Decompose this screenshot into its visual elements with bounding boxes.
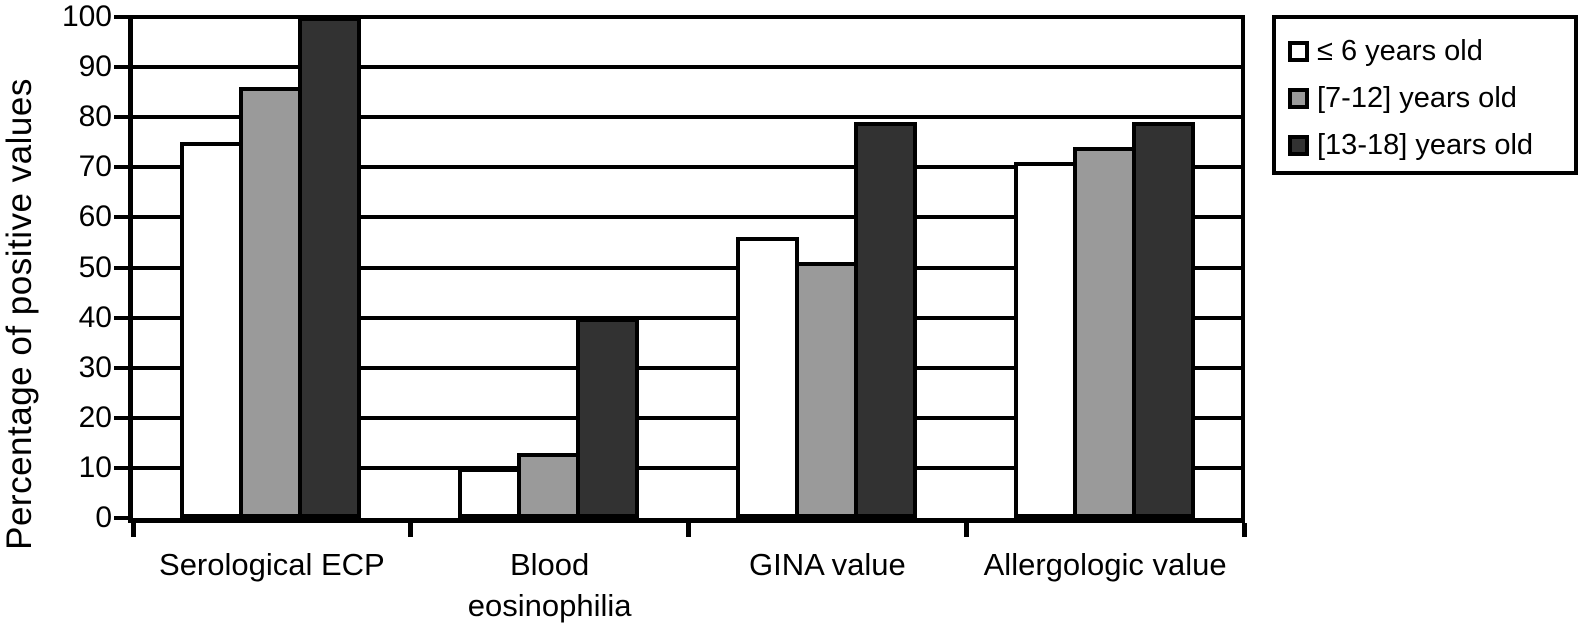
bar (180, 142, 244, 518)
legend-item: [7-12] years old (1288, 75, 1574, 122)
legend-item-label: [7-12] years old (1317, 82, 1517, 114)
bar (853, 122, 917, 518)
bar (517, 453, 581, 518)
x-axis-tick-1 (408, 523, 414, 537)
y-axis-tick-30 (114, 365, 128, 370)
x-axis-tick-4 (1241, 523, 1247, 537)
y-tick-label-0: 0 (95, 501, 112, 534)
y-axis-tick-10 (114, 465, 128, 470)
y-axis-tick-40 (114, 315, 128, 320)
y-axis-tick-0 (114, 516, 128, 520)
legend: ≤ 6 years old [7-12] years old [13-18] yea… (1272, 15, 1578, 175)
gridline-70 (133, 165, 1245, 170)
legend-item: [13-18] years old (1288, 122, 1574, 169)
legend-item-label: ≤ 6 years old (1317, 35, 1483, 67)
x-category-label: Blood eosinophilia (467, 547, 632, 623)
bar (1072, 147, 1136, 518)
y-tick-label-90: 90 (78, 50, 112, 84)
y-axis-tick-labels: 0 10 20 30 40 50 60 70 80 90 100 (0, 1, 112, 534)
y-tick-label-70: 70 (78, 150, 112, 184)
legend-swatch-icon (1288, 135, 1309, 156)
legend-item: ≤ 6 years old (1288, 28, 1574, 75)
legend-item-label: [13-18] years old (1317, 129, 1534, 161)
gridline-30 (133, 365, 1245, 370)
gridline-50 (133, 265, 1245, 270)
x-axis-tick-0 (130, 523, 136, 537)
y-axis-tick-50 (114, 265, 128, 270)
x-category-label: Serological ECP (159, 547, 385, 582)
x-category-label: Allergologic value (983, 547, 1227, 582)
y-axis-tick-80 (114, 115, 128, 120)
y-tick-label-100: 100 (61, 0, 112, 33)
y-tick-label-10: 10 (78, 450, 112, 484)
bar (576, 318, 640, 518)
gridline-90 (133, 65, 1245, 70)
y-tick-label-20: 20 (78, 400, 112, 434)
bar (1131, 122, 1195, 518)
y-tick-label-30: 30 (78, 350, 112, 384)
x-axis-category-labels: Serological ECP Blood eosinophilia GINA va… (133, 544, 1245, 628)
y-tick-label-50: 50 (78, 250, 112, 284)
y-axis-tick-60 (114, 215, 128, 220)
bar (794, 262, 858, 518)
x-axis-tick-3 (963, 523, 969, 537)
bar (458, 468, 522, 518)
plot-area (114, 15, 1247, 537)
y-tick-label-60: 60 (78, 200, 112, 234)
gridline-20 (133, 415, 1245, 420)
bar (239, 87, 303, 518)
bar (1013, 162, 1077, 518)
gridline-10 (133, 465, 1245, 470)
legend-swatch-icon (1288, 41, 1309, 62)
y-tick-label-40: 40 (78, 300, 112, 334)
y-axis-tick-100 (114, 15, 128, 19)
plot-right-border (1241, 15, 1245, 518)
gridline-100 (133, 15, 1245, 19)
bar (298, 17, 362, 518)
x-category-label: GINA value (748, 547, 906, 582)
y-axis-tick-90 (114, 65, 128, 70)
gridline-80 (133, 115, 1245, 120)
gridline-60 (133, 215, 1245, 220)
y-tick-label-80: 80 (78, 100, 112, 134)
legend-swatch-icon (1288, 88, 1309, 109)
x-axis-tick-2 (686, 523, 691, 537)
y-axis-tick-70 (114, 165, 128, 170)
bar (735, 237, 799, 518)
y-axis-tick-20 (114, 415, 128, 420)
gridline-40 (133, 315, 1245, 320)
